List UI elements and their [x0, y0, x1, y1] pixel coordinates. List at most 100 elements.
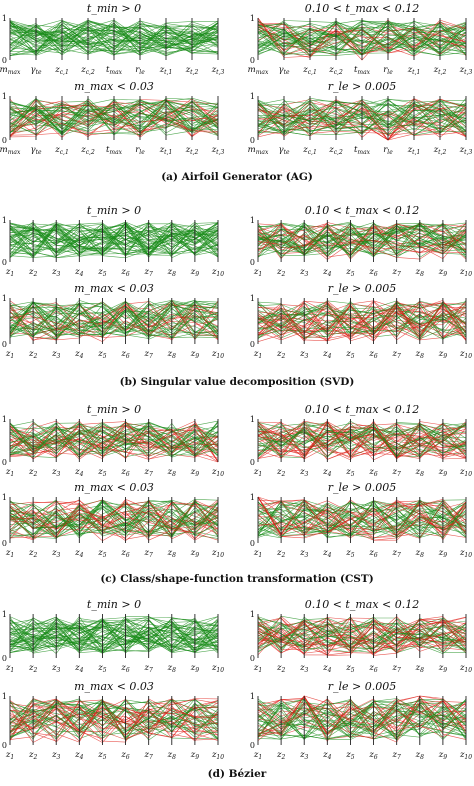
axis-tick-label: z2 — [276, 467, 285, 478]
feasible-line — [9, 707, 219, 739]
feasible-line — [257, 500, 467, 537]
feasible-line — [9, 222, 219, 247]
panel-title: 0.10 < t_max < 0.12 — [305, 403, 420, 416]
ytick-label: 1 — [2, 610, 7, 619]
axis-tick-label: mmax — [0, 65, 21, 76]
feasible-line — [257, 501, 467, 539]
infeasible-line — [257, 229, 467, 254]
axis-tick-label: z1 — [5, 267, 14, 278]
axis-tick-label: z7 — [144, 349, 153, 360]
ytick-label: 1 — [250, 14, 255, 23]
axis-tick-label: z8 — [167, 467, 176, 478]
parallel-panel-7: m_max < 0.03 z1 z2 z3 z4 z5 z6 z7 z8 z9 z10 1 0 — [2, 282, 224, 360]
feasible-line — [9, 501, 219, 535]
infeasible-line — [9, 705, 219, 743]
panel-title: 0.10 < t_max < 0.12 — [305, 598, 420, 611]
axis-tick-label: z2 — [276, 750, 285, 761]
ytick-label: 1 — [250, 493, 255, 502]
axis-tick-label: z8 — [167, 663, 176, 674]
ytick-label: 1 — [250, 610, 255, 619]
axis-tick-label: z4 — [322, 548, 331, 559]
feasible-line — [257, 499, 467, 537]
axis-tick-label: z4 — [74, 267, 83, 278]
axis-tick-label: z1 — [253, 349, 262, 360]
feasible-line — [257, 622, 466, 653]
axis-tick-label: z10 — [211, 349, 224, 360]
axis-tick-label: z2 — [28, 750, 37, 761]
axis-tick-label: z6 — [120, 349, 129, 360]
axis-tick-label: z9 — [190, 548, 199, 559]
feasible-line — [9, 626, 219, 654]
axis-tick-label: z1 — [5, 467, 14, 478]
feasible-line — [9, 422, 219, 455]
infeasible-line — [9, 303, 219, 338]
feasible-line — [9, 300, 219, 338]
feasible-line — [9, 222, 219, 254]
axis-tick-label: zt,3 — [459, 65, 473, 76]
axis-tick-label: z8 — [415, 548, 424, 559]
axis-tick-label: z3 — [51, 267, 60, 278]
feasible-line — [257, 508, 467, 539]
feasible-line — [9, 619, 219, 653]
panel-title: 0.10 < t_max < 0.12 — [305, 204, 420, 217]
ytick-label: 0 — [2, 340, 7, 349]
panel-title: t_min > 0 — [87, 2, 141, 15]
feasible-line — [9, 701, 219, 740]
axis-tick-label: tmax — [106, 145, 123, 156]
caption-cst: (c) Class/shape-function transformation … — [100, 573, 373, 585]
feasible-line — [257, 426, 467, 447]
ytick-label: 0 — [2, 258, 7, 267]
axis-tick-label: γte — [30, 65, 42, 76]
axis-tick-label: z4 — [74, 467, 83, 478]
feasible-line — [9, 301, 219, 339]
parallel-panel-14: 0.10 < t_max < 0.12 z1 z2 z3 z4 z5 z6 z7 z8 z9 z10… — [250, 598, 472, 674]
feasible-line — [9, 422, 219, 456]
panel-title: 0.10 < t_max < 0.12 — [305, 2, 420, 15]
infeasible-line — [257, 306, 467, 341]
axis-tick-label: z3 — [299, 750, 308, 761]
axis-tick-label: z10 — [211, 663, 224, 674]
infeasible-line — [257, 499, 467, 539]
axis-tick-label: z3 — [51, 548, 60, 559]
infeasible-line — [257, 421, 467, 460]
series-lines — [9, 616, 219, 655]
feasible-line — [9, 299, 219, 337]
axis-tick-label: z8 — [415, 349, 424, 360]
axis-tick-label: γte — [30, 145, 42, 156]
feasible-line — [257, 423, 467, 449]
axis-tick-label: z4 — [322, 467, 331, 478]
feasible-line — [9, 500, 219, 538]
parallel-panel-11: m_max < 0.03 z1 z2 z3 z4 z5 z6 z7 z8 z9 z10 1 0 — [2, 481, 224, 559]
feasible-line — [257, 700, 467, 740]
axis-tick-label: zt,3 — [459, 145, 473, 156]
feasible-line — [9, 500, 219, 527]
ytick-label: 1 — [2, 216, 7, 225]
axis-tick-label: z4 — [74, 750, 83, 761]
infeasible-line — [257, 300, 467, 342]
infeasible-line — [9, 423, 219, 461]
ytick-label: 0 — [2, 539, 7, 548]
infeasible-line — [9, 501, 219, 535]
axis-tick-label: z6 — [368, 548, 377, 559]
ytick-label: 1 — [2, 14, 7, 23]
feasible-line — [257, 231, 467, 259]
axis-tick-label: z1 — [5, 548, 14, 559]
axis-tick-label: zt,2 — [433, 65, 447, 76]
infeasible-line — [9, 501, 219, 528]
feasible-line — [9, 421, 219, 455]
ytick-label: 1 — [250, 692, 255, 701]
axis-tick-label: z10 — [459, 349, 472, 360]
axis-tick-label: z3 — [299, 548, 308, 559]
ytick-label: 0 — [250, 340, 255, 349]
ytick-label: 0 — [250, 539, 255, 548]
axis-tick-label: z8 — [167, 267, 176, 278]
series-lines — [257, 420, 467, 461]
ytick-label: 0 — [2, 741, 7, 750]
infeasible-line — [257, 420, 467, 459]
axis-tick-label: z8 — [415, 467, 424, 478]
feasible-line — [257, 703, 467, 727]
feasible-line — [9, 621, 219, 654]
feasible-line — [9, 499, 219, 536]
axis-tick-label: z7 — [144, 548, 153, 559]
